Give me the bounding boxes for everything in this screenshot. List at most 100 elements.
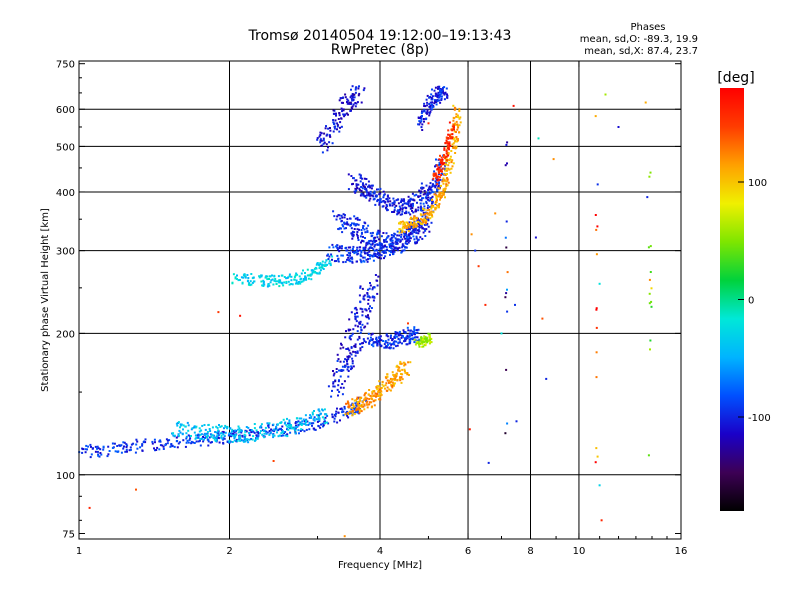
echo-point (400, 233, 403, 236)
echo-point (444, 174, 447, 176)
echo-point (428, 335, 431, 338)
echo-point (375, 336, 378, 339)
echo-point (442, 189, 445, 192)
echo-point (438, 168, 441, 171)
echo-point (187, 429, 190, 432)
echo-point (394, 246, 396, 249)
echo-point (429, 107, 432, 110)
echo-point (135, 443, 138, 446)
echo-point (324, 416, 327, 419)
echo-point (346, 258, 348, 261)
stats-line-x: mean, sd,X: 87.4, 23.7 (584, 46, 698, 57)
echo-point (394, 333, 397, 335)
echo-point (99, 448, 102, 451)
echo-point (384, 346, 387, 349)
echo-point (439, 95, 442, 98)
echo-point (84, 448, 87, 451)
echo-point (368, 307, 370, 310)
echo-point (111, 442, 114, 445)
echo-point (365, 309, 368, 312)
echo-point (328, 134, 331, 136)
echo-point (308, 428, 311, 431)
echo-point (387, 200, 390, 203)
echo-point (246, 274, 249, 276)
echo-point (228, 440, 231, 443)
echo-point (347, 348, 350, 350)
echo-point (399, 240, 402, 243)
echo-point (352, 98, 355, 101)
echo-point (299, 430, 302, 432)
echo-point (409, 213, 412, 216)
echo-point (445, 149, 448, 152)
echo-point (358, 400, 361, 403)
echo-point (408, 240, 411, 242)
echo-point (442, 92, 445, 95)
echo-point (401, 244, 404, 247)
echo-point (90, 445, 92, 448)
echo-point (294, 432, 297, 435)
echo-point (336, 353, 339, 356)
echo-point (263, 429, 266, 432)
echo-point (375, 395, 377, 398)
echo-point (396, 332, 398, 334)
echo-point (409, 217, 412, 220)
echo-point (359, 396, 362, 399)
echo-point (504, 296, 507, 299)
echo-point (286, 428, 288, 431)
echo-point (397, 334, 400, 337)
echo-point (332, 385, 335, 388)
echo-point (333, 123, 335, 125)
echo-point (324, 413, 327, 416)
echo-point (386, 194, 389, 197)
echo-point (413, 326, 416, 329)
echo-point (446, 178, 449, 181)
echo-point (108, 450, 111, 452)
echo-point (415, 223, 418, 226)
echo-point (414, 208, 417, 211)
echo-point (217, 311, 220, 314)
echo-point (358, 249, 361, 252)
echo-point (453, 130, 456, 133)
echo-point (202, 436, 204, 438)
colorbar-tick-label: 100 (748, 178, 767, 189)
echo-point (350, 232, 353, 235)
echo-point (322, 137, 325, 140)
echo-point (319, 138, 322, 141)
echo-point (414, 333, 416, 336)
echo-point (450, 161, 453, 163)
echo-point (376, 385, 379, 388)
echo-point (176, 446, 179, 449)
echo-point (423, 343, 426, 346)
echo-point (281, 282, 284, 285)
echo-point (321, 263, 324, 266)
echo-point (197, 440, 200, 443)
echo-point (349, 96, 352, 99)
echo-point (352, 93, 354, 96)
echo-point (350, 334, 353, 337)
echo-point (366, 243, 369, 246)
echo-point (327, 385, 330, 388)
echo-point (354, 315, 357, 318)
echo-point (449, 137, 452, 140)
echo-point (403, 331, 406, 333)
echo-point (371, 231, 374, 234)
echo-point (339, 419, 341, 422)
echo-point (175, 436, 178, 439)
echo-point (359, 320, 362, 323)
echo-point (347, 402, 350, 404)
echo-point (452, 162, 455, 165)
echo-point (338, 130, 341, 133)
echo-point (307, 277, 310, 280)
echo-point (407, 329, 410, 332)
echo-point (398, 221, 401, 224)
echo-point (276, 423, 279, 426)
echo-point (358, 335, 361, 338)
echo-point (274, 278, 277, 280)
echo-point (355, 320, 358, 323)
echo-point (295, 272, 298, 275)
echo-point (595, 253, 598, 256)
echo-point (379, 245, 382, 248)
echo-point (349, 246, 352, 249)
echo-point (506, 310, 509, 313)
echo-point (236, 274, 238, 277)
